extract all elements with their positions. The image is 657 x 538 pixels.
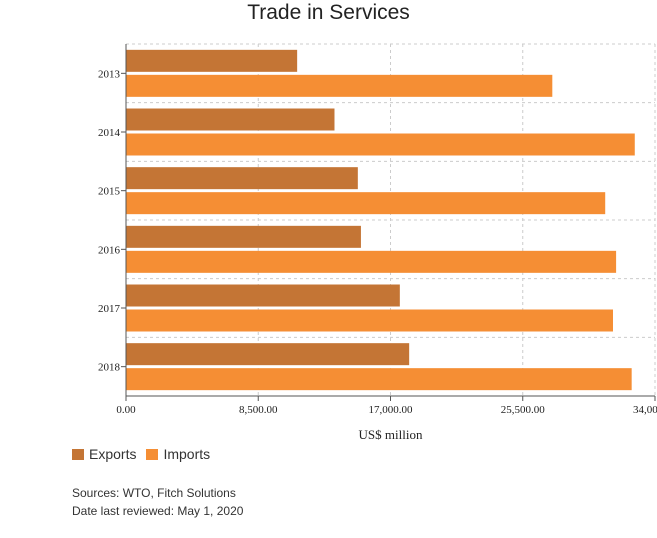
- legend-swatch-imports: [146, 448, 159, 460]
- legend-label-imports: Imports: [163, 446, 211, 462]
- bar-exports-2016: [126, 225, 361, 248]
- y-tick-label: 2016: [98, 244, 121, 256]
- legend-label-exports: Exports: [89, 446, 137, 462]
- x-axis-title: US$ million: [359, 427, 423, 442]
- legend-swatch-exports: [72, 448, 84, 460]
- bar-exports-2018: [126, 343, 410, 366]
- legend-item-exports[interactable]: Exports: [72, 446, 136, 462]
- x-tick-label: 17,000.00: [369, 404, 414, 416]
- bar-imports-2013: [126, 74, 553, 97]
- chart-title: Trade in Services: [247, 1, 410, 24]
- legend-item-imports[interactable]: Imports: [146, 446, 210, 462]
- bar-imports-2017: [126, 309, 613, 332]
- bar-exports-2015: [126, 167, 358, 190]
- x-tick-label: 0.00: [116, 404, 136, 416]
- y-tick-label: 2013: [98, 68, 121, 80]
- bar-exports-2013: [126, 49, 298, 72]
- bar-imports-2016: [126, 250, 617, 273]
- bar-imports-2015: [126, 192, 606, 215]
- source-notes: Sources: WTO, Fitch Solutions Date last …: [72, 484, 243, 520]
- bar-exports-2017: [126, 284, 400, 307]
- y-tick-label: 2017: [98, 303, 121, 315]
- bar-exports-2014: [126, 108, 335, 131]
- bar-imports-2018: [126, 368, 632, 391]
- legend: Exports Imports: [72, 446, 210, 462]
- x-tick-label: 25,500.00: [501, 404, 546, 416]
- chart-plot: 2013 2014 2015 2016 2017 2018 0.00 8,500.00 17,0…: [98, 43, 657, 442]
- y-tick-label: 2014: [98, 127, 121, 139]
- x-tick-label: 34,000.00: [633, 404, 657, 416]
- bar-imports-2014: [126, 133, 635, 156]
- y-tick-label: 2015: [98, 186, 121, 198]
- x-tick-label: 8,500.00: [239, 404, 278, 416]
- y-tick-label: 2018: [98, 362, 121, 374]
- date-reviewed-text: Date last reviewed: May 1, 2020: [72, 504, 244, 518]
- sources-text: Sources: WTO, Fitch Solutions: [72, 486, 236, 500]
